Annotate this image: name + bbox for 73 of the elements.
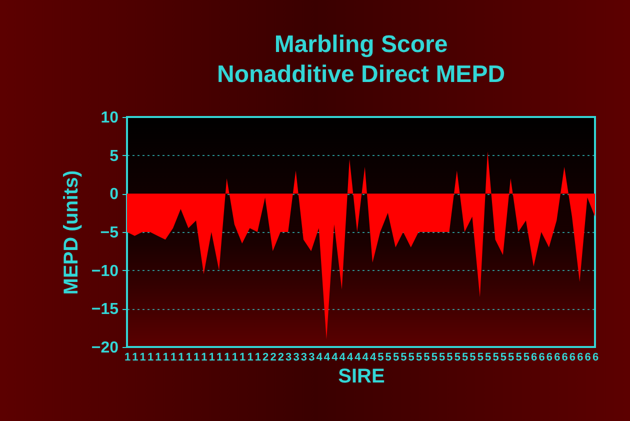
y-tick-label: −5	[100, 224, 119, 242]
x-tick-label: 5	[508, 352, 514, 364]
x-tick-label: 1	[186, 352, 192, 364]
x-tick-label: 5	[408, 352, 414, 364]
x-tick-label: 4	[339, 352, 346, 364]
x-tick-label: 1	[201, 352, 208, 364]
chart-title: Marbling Score	[274, 31, 448, 58]
x-tick-label: 1	[247, 352, 254, 364]
x-tick-label: 6	[569, 352, 576, 364]
x-tick-label: 6	[592, 352, 599, 364]
x-tick-label: 1	[254, 352, 261, 364]
x-tick-label: 5	[477, 352, 484, 364]
y-tick-label: 10	[100, 110, 119, 126]
y-tick-label: 0	[110, 186, 119, 204]
chart-subtitle: Nonadditive Direct MEPD	[216, 61, 506, 88]
x-tick-label: 6	[538, 352, 545, 364]
x-tick-label: 4	[324, 352, 331, 364]
y-tick-label: −20	[91, 340, 119, 356]
x-tick-label: 4	[362, 352, 370, 364]
x-tick-label: 1	[240, 352, 246, 364]
x-tick-label: 1	[208, 352, 215, 364]
x-tick-label: 5	[392, 352, 400, 364]
x-tick-label: 6	[554, 352, 560, 364]
x-tick-label: 1	[193, 352, 200, 364]
x-tick-label: 5	[438, 352, 446, 364]
x-tick-label: 1	[124, 352, 131, 364]
x-tick-label: 5	[516, 352, 522, 364]
x-tick-label: 6	[562, 352, 568, 364]
x-tick-label: 1	[224, 352, 230, 364]
x-tick-label: 1	[140, 352, 146, 364]
x-tick-label: 6	[531, 352, 538, 364]
y-axis-title: MEPD (units)	[60, 170, 82, 295]
x-tick-label: 4	[354, 352, 362, 364]
y-tick-label: −10	[91, 262, 119, 280]
x-tick-label: 6	[546, 352, 553, 364]
x-tick-label: 3	[300, 352, 308, 364]
x-tick-label: 5	[492, 352, 499, 364]
x-tick-label: 5	[446, 352, 453, 364]
x-tick-label: 5	[424, 352, 430, 364]
x-tick-label: 1	[232, 352, 238, 364]
x-tick-label: 5	[470, 352, 476, 364]
x-tick-label: 5	[400, 352, 407, 364]
x-tick-label: 5	[454, 352, 460, 364]
y-tick-label: 5	[110, 148, 119, 165]
x-tick-label: 5	[385, 352, 392, 364]
y-tick-label: −15	[91, 301, 119, 318]
x-tick-label: 4	[370, 352, 377, 364]
x-tick-label: 2	[278, 352, 284, 364]
x-tick-label: 3	[286, 352, 292, 364]
x-tick-label: 5	[416, 352, 422, 364]
x-tick-label: 6	[584, 352, 591, 364]
x-tick-label: 1	[155, 352, 162, 364]
x-tick-label: 5	[462, 352, 468, 364]
x-tick-label: 4	[346, 352, 354, 364]
x-tick-label: 2	[270, 352, 276, 364]
x-tick-label: 5	[485, 352, 492, 364]
x-tick-label: 5	[523, 352, 530, 364]
x-tick-label: 4	[316, 352, 324, 364]
x-tick-label: 1	[132, 352, 138, 364]
x-tick-label: 1	[147, 352, 154, 364]
x-tick-label: 1	[216, 352, 223, 364]
x-axis-title: SIRE	[338, 366, 385, 388]
x-tick-label: 3	[293, 352, 300, 364]
x-tick-label: 5	[500, 352, 506, 364]
x-tick-label: 1	[170, 352, 177, 364]
x-tick-label: 1	[162, 352, 169, 364]
x-tick-label: 5	[431, 352, 438, 364]
x-tick-label: 4	[332, 352, 339, 364]
x-tick-label: 1	[178, 352, 184, 364]
x-tick-label: 6	[577, 352, 584, 364]
x-tick-label: 2	[262, 352, 269, 364]
x-tick-label: 3	[308, 352, 315, 364]
x-tick-label: 5	[378, 352, 384, 364]
